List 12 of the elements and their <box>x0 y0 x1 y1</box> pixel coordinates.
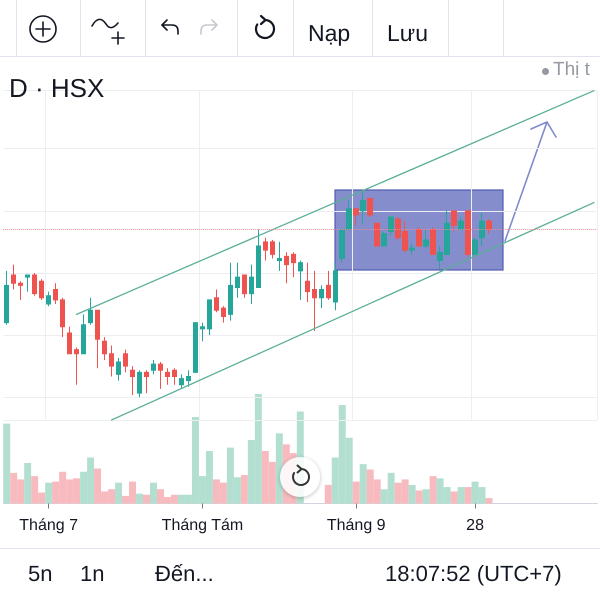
text: 18:07:52 (UTC+7) <box>385 561 562 588</box>
text: Đến... <box>155 561 214 588</box>
text: Lưu <box>387 20 428 48</box>
text: Nạp <box>308 20 350 48</box>
x-tick-label: Tháng 7 <box>19 517 78 534</box>
text: Thị t <box>553 59 590 82</box>
x-tick-label: Tháng Tám <box>162 517 244 534</box>
text: 1n <box>80 561 104 588</box>
chart-title: D · HSX <box>9 73 104 103</box>
text: 5n <box>28 561 52 588</box>
x-tick-label: 28 <box>466 517 484 534</box>
x-tick-label: Tháng 9 <box>326 517 386 534</box>
